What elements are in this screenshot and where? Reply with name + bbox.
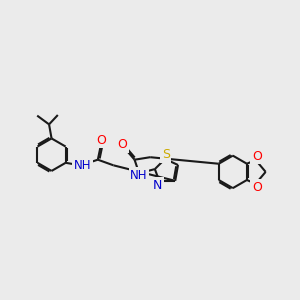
Text: O: O [252,150,262,163]
Text: NH: NH [130,169,148,182]
Text: O: O [252,181,262,194]
Text: NH: NH [74,159,91,172]
Text: N: N [153,179,162,192]
Text: O: O [117,138,127,151]
Text: O: O [97,134,106,146]
Text: S: S [162,148,170,161]
